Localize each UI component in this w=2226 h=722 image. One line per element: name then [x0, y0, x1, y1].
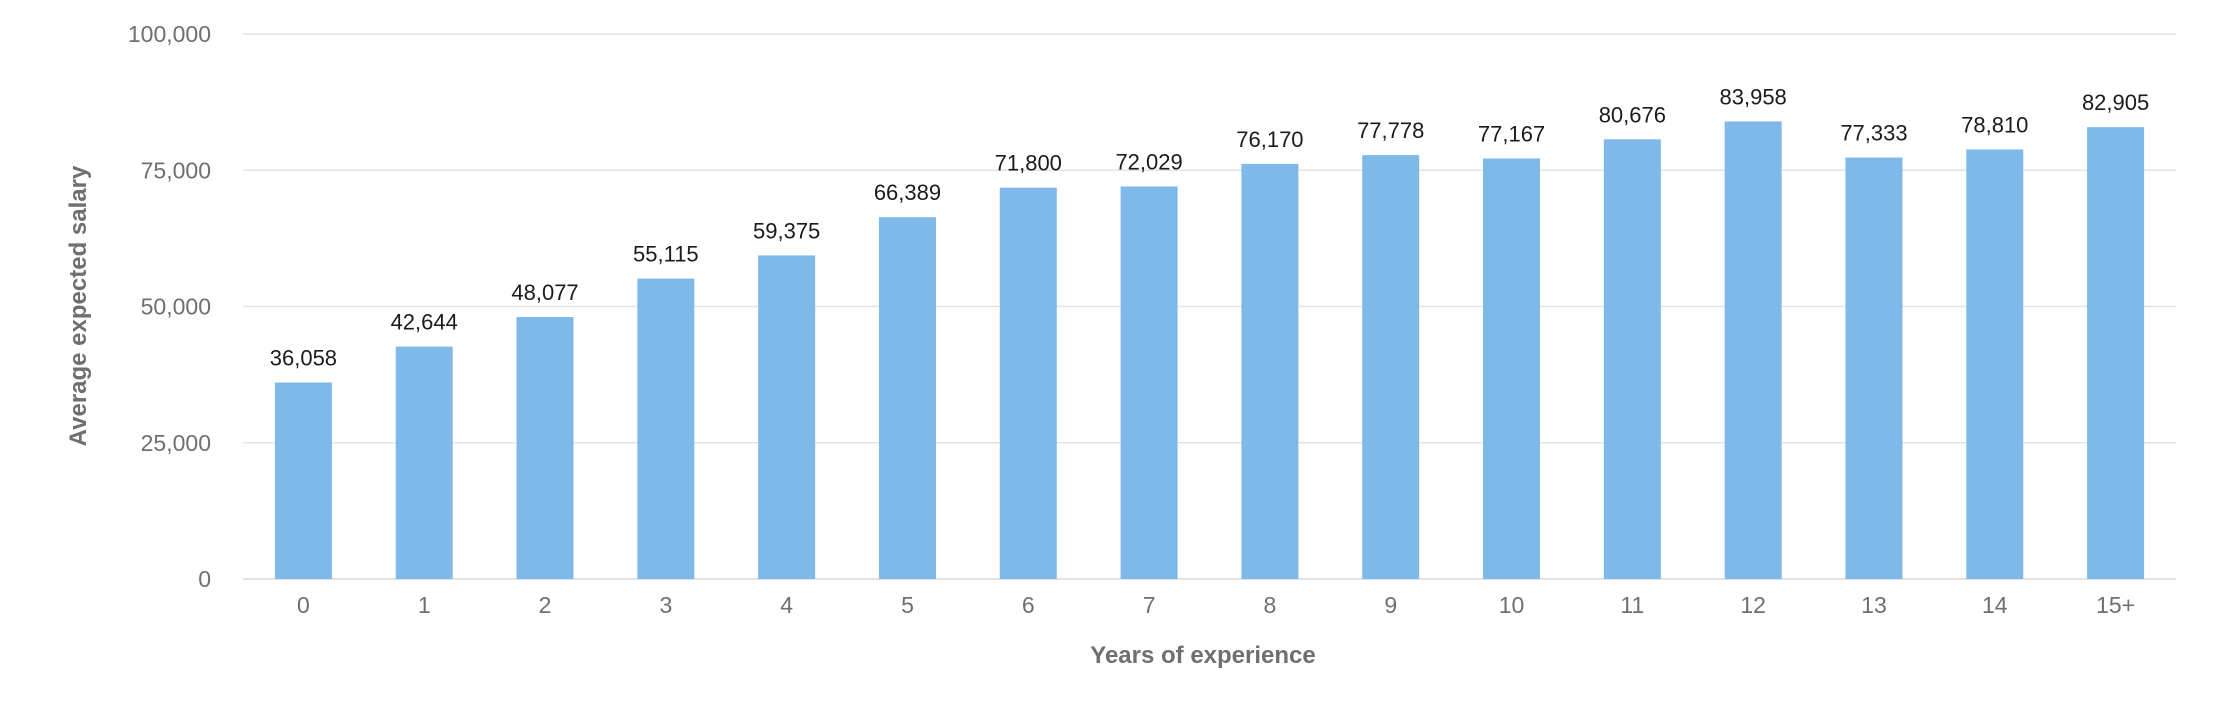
x-tick-label: 3: [659, 592, 672, 618]
x-tick-label: 10: [1499, 592, 1525, 618]
data-label: 77,778: [1357, 118, 1424, 143]
data-label: 72,029: [1115, 149, 1182, 174]
data-label: 59,375: [753, 218, 820, 243]
bar-7: [1120, 186, 1178, 579]
bars: [274, 121, 2145, 580]
data-label: 55,115: [633, 242, 699, 267]
data-labels: 36,058 42,644 48,077 55,115 59,375 66,389 71,8…: [270, 84, 2149, 370]
x-tick-label: 8: [1264, 592, 1277, 618]
y-tick-label: 50,000: [141, 294, 211, 320]
bar-4: [758, 255, 816, 579]
bar-14: [1966, 149, 2024, 579]
data-label: 76,170: [1236, 127, 1303, 152]
data-label: 78,810: [1961, 112, 2028, 137]
data-label: 36,058: [270, 345, 337, 370]
data-label: 66,389: [874, 180, 941, 205]
data-label: 77,333: [1840, 121, 1907, 146]
bar-6: [999, 187, 1057, 579]
y-tick-label: 0: [198, 566, 211, 592]
data-label: 77,167: [1478, 121, 1545, 146]
bar-11: [1603, 139, 1661, 579]
x-tick-label: 6: [1022, 592, 1035, 618]
data-label: 42,644: [391, 310, 458, 335]
bar-3: [637, 278, 695, 579]
x-tick-label: 14: [1982, 592, 2008, 618]
x-tick-label: 5: [901, 592, 914, 618]
x-axis-title: Years of experience: [1090, 642, 1315, 669]
y-tick-label: 75,000: [141, 157, 211, 183]
bar-13: [1845, 157, 1903, 579]
bar-5: [878, 217, 936, 580]
y-tick-label: 25,000: [141, 430, 211, 456]
x-tick-label: 4: [780, 592, 793, 618]
y-axis-ticks: 0 25,000 50,000 75,000 100,000: [128, 21, 211, 592]
data-label: 83,958: [1720, 84, 1787, 109]
x-tick-label: 12: [1740, 592, 1766, 618]
data-label: 80,676: [1599, 102, 1666, 127]
x-tick-label: 9: [1384, 592, 1397, 618]
x-tick-label: 11: [1620, 592, 1644, 618]
bar-1: [395, 346, 453, 579]
bar-2: [516, 316, 574, 579]
y-axis-title: Average expected salary: [65, 165, 92, 446]
x-tick-label: 2: [539, 592, 552, 618]
x-tick-label: 7: [1143, 592, 1156, 618]
bar-9: [1362, 155, 1420, 579]
y-tick-label: 100,000: [128, 21, 211, 47]
bar-12: [1724, 121, 1782, 580]
data-label: 82,905: [2082, 90, 2149, 115]
x-axis-ticks: 0 1 2 3 4 5 6 7 8 9 10 11 12 13 14 15+: [297, 592, 2135, 618]
bar-8: [1241, 163, 1299, 579]
data-label: 71,800: [995, 151, 1062, 176]
data-label: 48,077: [511, 280, 578, 305]
x-tick-label: 13: [1861, 592, 1887, 618]
x-tick-label: 0: [297, 592, 310, 618]
bar-10: [1483, 158, 1541, 579]
bar-0: [274, 382, 332, 579]
bar-15+: [2087, 127, 2145, 579]
x-tick-label: 1: [418, 592, 431, 618]
x-tick-label: 15+: [2096, 592, 2135, 618]
